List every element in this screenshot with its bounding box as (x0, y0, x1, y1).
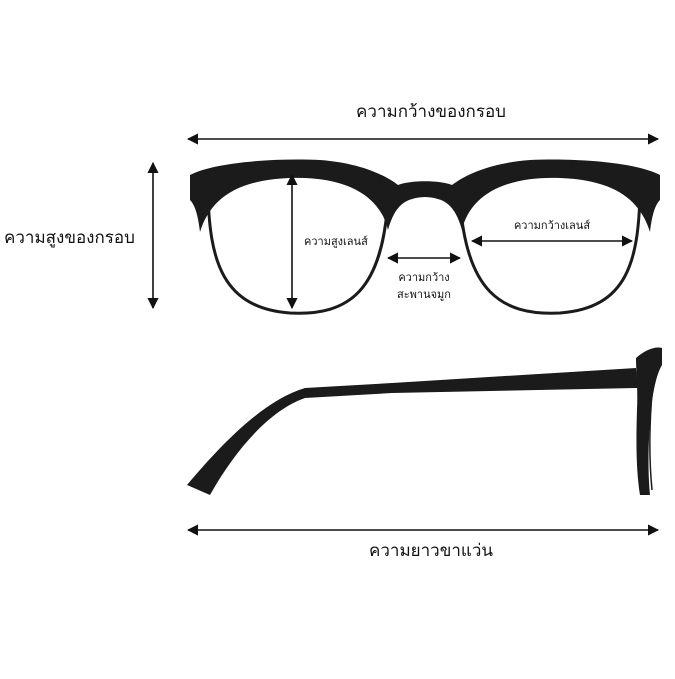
frame-width-label: ความกว้างของกรอบ (356, 102, 506, 122)
temple-length-label: ความยาวขาแว่น (368, 541, 494, 561)
browline-frame (190, 159, 660, 232)
lens-height-label: ความสูงเลนส์ (304, 235, 368, 248)
bridge-width-label-line2: สะพานจมูก (397, 288, 451, 301)
frame-height-label: ความสูงของกรอบ (4, 228, 135, 248)
temple-arm (187, 383, 392, 495)
glasses-front-view (190, 159, 660, 315)
lens-side-edge (649, 369, 656, 491)
temple-arm-front (392, 368, 638, 393)
left-lens-rim (206, 194, 390, 315)
frame-side-edge (636, 347, 662, 495)
nose-bridge (390, 189, 460, 202)
lens-width-label: ความกว้างเลนส์ (513, 219, 591, 232)
glasses-side-view (187, 347, 662, 495)
right-lens-rim (458, 194, 642, 315)
bridge-width-label-line1: ความกว้าง (398, 271, 450, 284)
